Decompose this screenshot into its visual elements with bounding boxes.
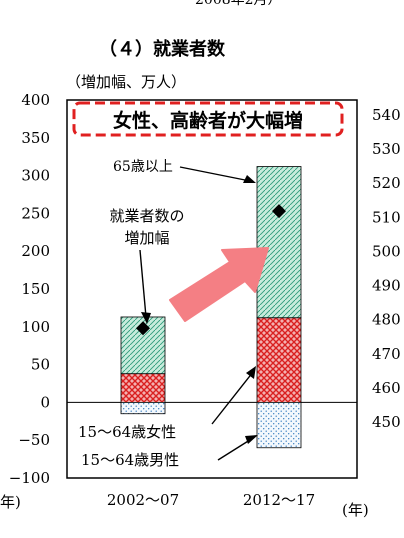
y-tick-label: 150 [21,280,50,298]
total-marker-1 [272,204,286,219]
right-axis-tick-label: 480 [372,311,401,329]
annotation-male-arrowhead [245,435,258,444]
right-axis-tick-label: 530 [372,140,401,158]
x-unit-label: (年) [342,501,369,519]
callout-box [72,101,344,137]
right-axis-tick-label: 460 [372,379,401,397]
category-label-2012-17: 2012～17 [243,491,315,509]
y-tick-label: 400 [21,91,50,109]
y-tick-label: 250 [21,204,50,222]
y-tick-label: 300 [21,167,50,185]
chart-title: （４）就業者数 [99,38,226,60]
unit-label: （増加幅、万人） [66,73,186,91]
annotation-elderly-arrowhead [243,175,256,183]
total-markers [136,204,286,336]
callout-text: 女性、高齢者が大幅増 [113,109,303,132]
annotation-total-line1: 就業者数の [109,207,184,225]
right-axis-tick-label: 510 [372,208,401,226]
plot-frame [66,99,358,479]
bar-male-0 [120,401,166,415]
y-axis-ticks: −100 −50 0 50 100 150 200 250 300 350 400 [9,91,50,487]
annotation-total-arrowhead [141,312,151,324]
annotation-elderly: 65歳以上 [113,159,173,175]
header-fragment: 2008年2月） [195,0,282,8]
increase-arrow [169,247,269,322]
annotation-total-arrow [139,249,147,318]
y-tick-label: −50 [18,431,50,449]
bar-female-1 [256,317,302,403]
right-axis-tick-label: 520 [372,174,401,192]
left-edge-fragment: 年) [0,493,21,511]
annotation-female-arrowhead [246,366,256,379]
total-marker-0 [136,321,150,336]
bar-male-1 [256,401,302,449]
annotation-total-line2: 増加幅 [124,229,169,247]
annotation-elderly-arrow [179,166,251,182]
y-tick-label: 200 [21,242,50,260]
right-axis-tick-label: 470 [372,345,401,363]
y-tick-label: −100 [9,469,50,487]
right-axis-tick-label: 490 [372,277,401,295]
bar-elderly-1 [256,166,302,319]
y-tick-label: 350 [21,129,50,147]
bars [120,166,302,449]
right-axis-tick-label: 540 [372,106,401,124]
annotation-female-arrow [211,371,254,425]
annotation-female: 15～64歳女性 [78,423,176,441]
y-tick-label: 100 [21,318,50,336]
annotation-male: 15～64歳男性 [81,451,179,469]
y-tick-label: 50 [31,356,50,374]
right-axis-tick-label: 450 [372,413,401,431]
bar-female-0 [120,373,166,403]
y-tick-label: 0 [40,393,50,411]
right-axis-ticks: 450 460 470 480 490 500 510 520 530 540 [372,106,401,431]
category-label-2002-07: 2002～07 [107,491,179,509]
right-axis-tick-label: 500 [372,242,401,260]
